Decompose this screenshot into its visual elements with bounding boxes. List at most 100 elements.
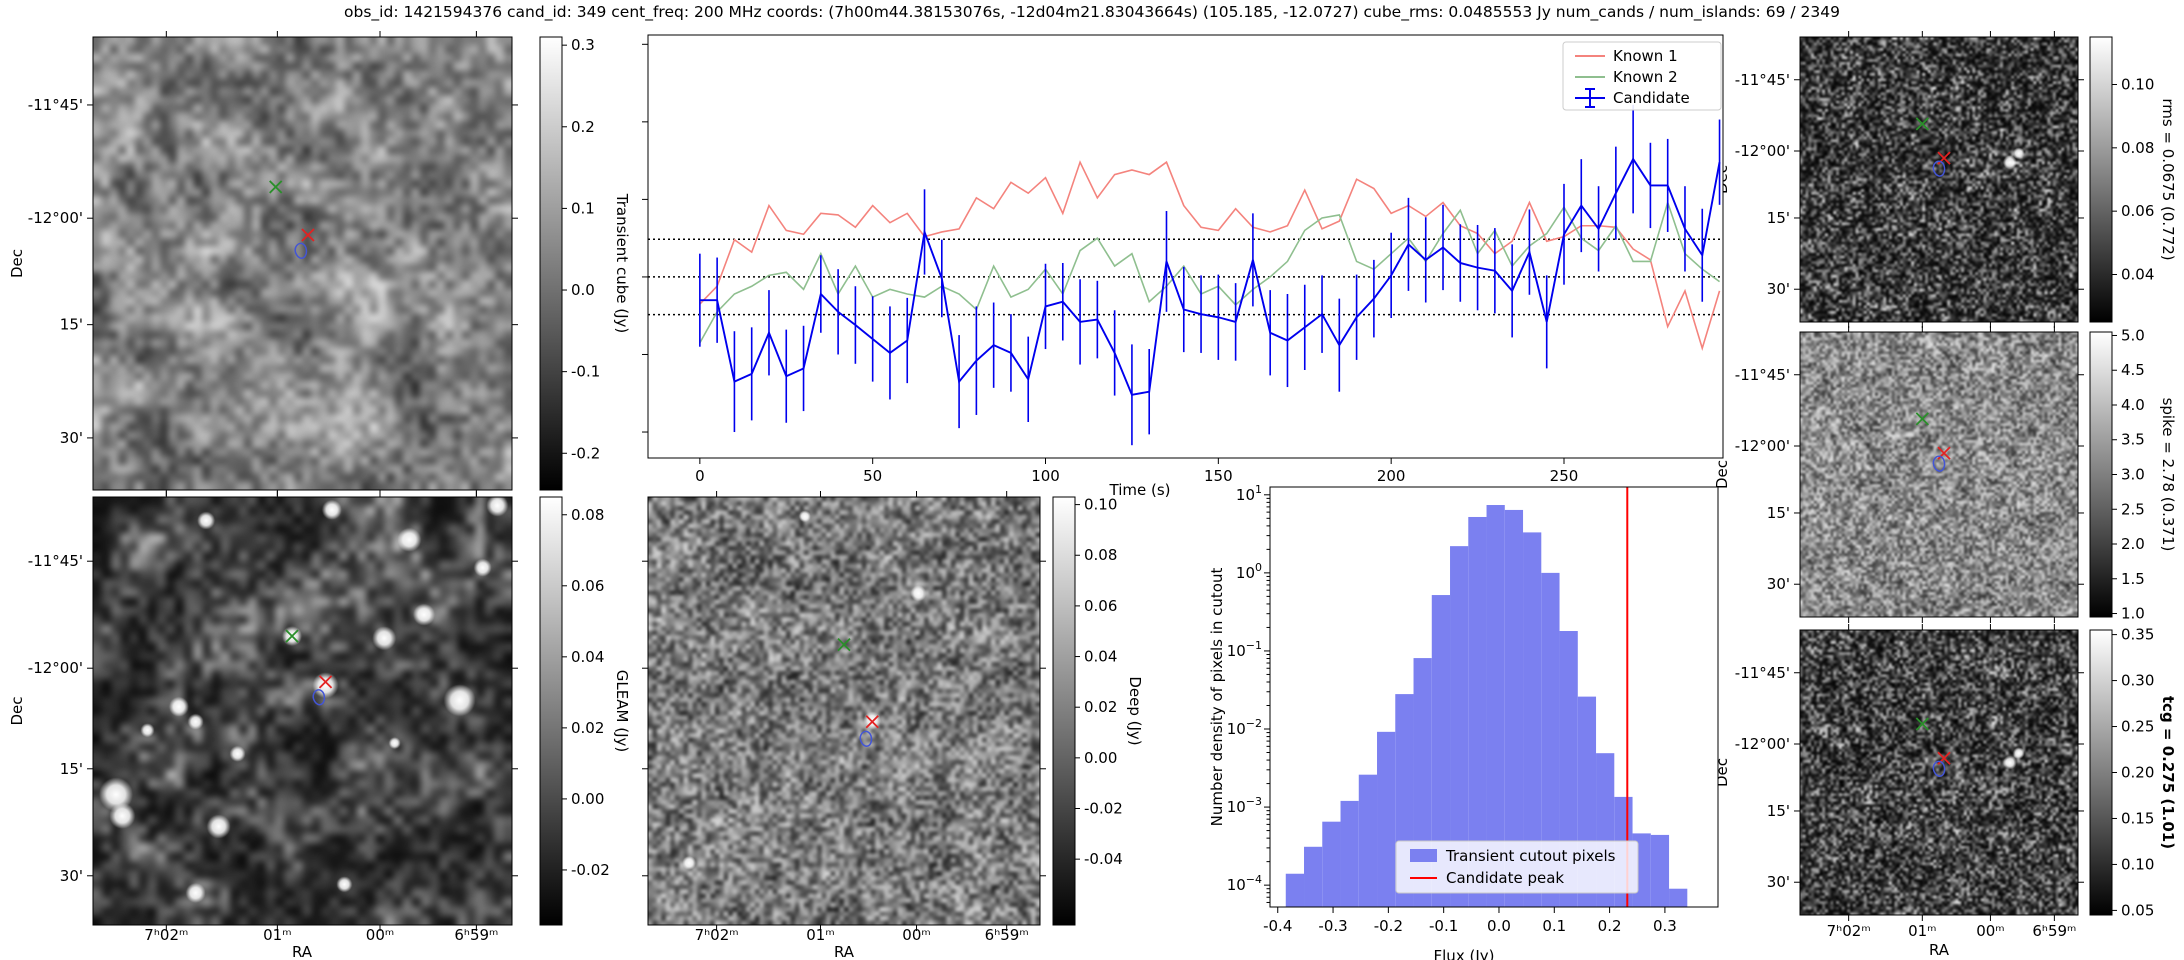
legend-label: Known 2 xyxy=(1613,68,1678,86)
lightcurve-series xyxy=(699,104,1721,446)
rms-colorbar-label: rms = 0.0675 (0.772) xyxy=(2159,98,2177,260)
colorbar-tick-label: 0.00 xyxy=(1084,749,1117,767)
dec-tick-label: 15' xyxy=(1767,802,1790,820)
flux-tick-label: -0.4 xyxy=(1263,917,1292,935)
known2-position-marker xyxy=(269,180,283,194)
colorbar-tick-label: 0.25 xyxy=(2121,718,2154,736)
ra-tick-label: 7ʰ02ᵐ xyxy=(695,926,739,944)
spike-cutout-image[interactable] xyxy=(1800,332,2078,617)
dec-tick-label: -12°00' xyxy=(1735,142,1790,160)
dec-tick-label: 15' xyxy=(1767,504,1790,522)
colorbar-tick-label: 2.0 xyxy=(2121,535,2145,553)
spike-colorbar xyxy=(2089,331,2113,618)
colorbar-tick-label: 0.10 xyxy=(2121,76,2154,94)
colorbar-tick-label: 5.0 xyxy=(2121,326,2145,344)
colorbar-tick-label: 0.02 xyxy=(1084,698,1117,716)
rms-frame xyxy=(1799,36,2079,323)
dec-tick-label: -11°45' xyxy=(28,96,83,114)
colorbar-tick-label: -0.02 xyxy=(1084,800,1123,818)
colorbar-tick-label: 0.30 xyxy=(2121,672,2154,690)
deep-cutout-image[interactable] xyxy=(648,497,1040,925)
colorbar-tick-label: 0.0 xyxy=(571,281,595,299)
time-tick-label: 150 xyxy=(1204,467,1233,485)
colorbar-tick-label: -0.2 xyxy=(571,444,600,462)
dec-tick-label: 30' xyxy=(1767,575,1790,593)
dec-tick-label: -11°45' xyxy=(1735,664,1790,682)
colorbar-tick-label: -0.04 xyxy=(1084,850,1123,868)
dec-tick-label: -11°45' xyxy=(1735,71,1790,89)
colorbar-tick-label: 0.06 xyxy=(1084,597,1117,615)
ra-tick-label: 01ᵐ xyxy=(263,926,291,944)
colorbar-tick-label: 3.5 xyxy=(2121,431,2145,449)
ra-tick-label: 00ᵐ xyxy=(902,926,930,944)
ra-tick-label: 01ᵐ xyxy=(806,926,834,944)
time-tick-label: 50 xyxy=(863,467,882,485)
spike-frame xyxy=(1799,331,2079,618)
dec-tick-label: 30' xyxy=(60,867,83,885)
colorbar-tick-label: 4.0 xyxy=(2121,396,2145,414)
known2-position-marker xyxy=(1915,717,1929,731)
time-axis-label: Time (s) xyxy=(1109,481,1171,499)
colorbar-tick-label: 0.35 xyxy=(2121,626,2154,644)
colorbar-tick-label: -0.1 xyxy=(571,363,600,381)
density-tick-label: 101 xyxy=(1236,483,1262,504)
time-tick-label: 100 xyxy=(1031,467,1060,485)
tcg-cutout-image[interactable] xyxy=(1800,630,2078,915)
colorbar-tick-label: 4.5 xyxy=(2121,361,2145,379)
dec-axis-label: Dec xyxy=(8,696,26,725)
colorbar-tick-label: 0.02 xyxy=(571,719,604,737)
known1-position-marker xyxy=(865,715,879,729)
rms-cutout-image[interactable] xyxy=(1800,37,2078,322)
colorbar-tick-label: 0.2 xyxy=(571,118,595,136)
tcg-frame xyxy=(1799,629,2079,916)
colorbar-tick-label: 0.05 xyxy=(2121,901,2154,919)
ra-tick-label: 6ʰ59ᵐ xyxy=(985,926,1029,944)
transient_cube-cutout-image[interactable] xyxy=(93,37,512,490)
known1-position-marker xyxy=(1937,446,1951,460)
colorbar-tick-label: 3.0 xyxy=(2121,466,2145,484)
time-tick-label: 0 xyxy=(695,467,705,485)
known1-position-marker xyxy=(1937,751,1951,765)
dec-tick-label: 15' xyxy=(60,316,83,334)
gleam-cutout-image[interactable] xyxy=(93,497,512,925)
time-tick-label: 250 xyxy=(1550,467,1579,485)
gleam-colorbar xyxy=(539,496,563,926)
flux-tick-label: 0.1 xyxy=(1542,917,1566,935)
flux-tick-label: -0.2 xyxy=(1374,917,1403,935)
colorbar-tick-label: -0.02 xyxy=(571,861,610,879)
dec-tick-label: -12°00' xyxy=(1735,437,1790,455)
dec-axis-label: Dec xyxy=(8,249,26,278)
legend-label: Candidate xyxy=(1613,89,1690,107)
colorbar-tick-label: 0.04 xyxy=(571,648,604,666)
rms-colorbar xyxy=(2089,36,2113,323)
colorbar-tick-label: 1.5 xyxy=(2121,570,2145,588)
density-tick-label: 10−3 xyxy=(1227,795,1262,816)
known2-position-marker xyxy=(837,638,851,652)
candidate-contour xyxy=(1932,160,1946,177)
colorbar-tick-label: 0.08 xyxy=(571,506,604,524)
ra-axis-label: RA xyxy=(292,943,313,960)
gleam-colorbar-label: GLEAM (Jy) xyxy=(613,670,631,752)
dec-tick-label: -12°00' xyxy=(28,209,83,227)
histogram-legend: Transient cutout pixels Candidate peak xyxy=(1395,840,1639,894)
known2-position-marker xyxy=(285,629,299,643)
dec-tick-label: -12°00' xyxy=(28,659,83,677)
deep-colorbar xyxy=(1052,496,1076,926)
colorbar-tick-label: 0.20 xyxy=(2121,764,2154,782)
ra-axis-label: RA xyxy=(1929,941,1950,959)
density-tick-label: 10−2 xyxy=(1227,717,1262,738)
known1-position-marker xyxy=(1937,151,1951,165)
dec-tick-label: 30' xyxy=(60,429,83,447)
ra-axis-label: RA xyxy=(834,943,855,960)
lightcurve-plot-area[interactable] xyxy=(647,34,1724,459)
density-tick-label: 10−4 xyxy=(1227,873,1262,894)
figure-title: obs_id: 1421594376 cand_id: 349 cent_fre… xyxy=(344,3,1840,21)
deep-colorbar-label: Deep (Jy) xyxy=(1126,676,1144,745)
tcg-colorbar xyxy=(2089,629,2113,916)
dec-axis-label: Dec xyxy=(1713,460,1731,489)
ra-tick-label: 00ᵐ xyxy=(366,926,394,944)
colorbar-tick-label: 0.08 xyxy=(2121,139,2154,157)
dec-tick-label: -11°45' xyxy=(1735,366,1790,384)
legend-label: Candidate peak xyxy=(1446,869,1564,887)
